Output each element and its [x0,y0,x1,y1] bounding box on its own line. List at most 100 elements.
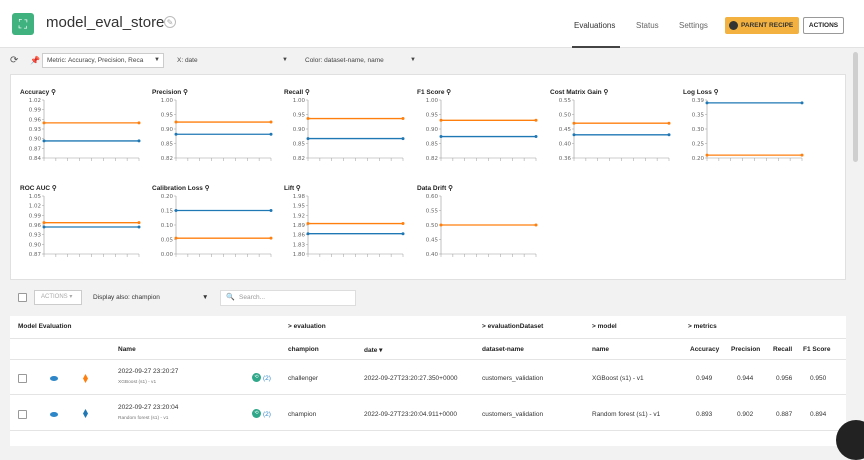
data-point[interactable] [306,222,310,226]
data-point[interactable] [401,117,405,121]
tab-settings[interactable]: Settings [679,21,708,30]
data-point[interactable] [269,209,273,212]
data-point[interactable] [174,132,178,136]
data-point[interactable] [42,121,46,125]
scrollbar-track[interactable] [849,48,864,446]
y-tick-label: 1.95 [293,204,306,210]
data-point[interactable] [306,137,310,141]
parent-recipe-button[interactable]: PARENT RECIPE [725,17,799,34]
tab-evaluations[interactable]: Evaluations [574,21,616,30]
data-point[interactable] [42,221,46,225]
scrollbar-thumb[interactable] [853,52,858,162]
data-point[interactable] [174,209,178,212]
group-header-model[interactable]: > model [592,323,617,330]
row-checkbox[interactable] [18,410,27,419]
data-point[interactable] [42,225,46,229]
dataset-logo-icon: ⛶ [12,13,34,35]
pin-icon[interactable]: ⚲ [603,89,609,96]
metric-chart: 1.00 0.95 0.90 0.85 0.82 [293,98,405,162]
x-axis-select[interactable]: X: date ▼ [172,53,292,68]
column-header-f1-score[interactable]: F1 Score [803,346,831,353]
actions-button[interactable]: ACTIONS [803,17,844,34]
y-tick-label: 0.40 [426,252,439,258]
row-checkbox[interactable] [18,374,27,383]
eye-icon[interactable] [50,376,58,381]
column-header-dataset-name[interactable]: dataset-name [482,346,524,353]
pin-icon[interactable]: ⚲ [448,185,453,192]
data-point[interactable] [401,232,405,236]
data-point[interactable] [800,101,804,105]
data-point[interactable] [137,139,141,143]
row-badge-count[interactable]: (2) [263,411,271,418]
pin-icon[interactable]: ⚲ [51,185,57,192]
data-point[interactable] [174,120,178,124]
pin-icon[interactable]: ⚲ [446,89,452,96]
data-point[interactable] [42,139,46,143]
group-header-metrics[interactable]: > metrics [688,323,717,330]
data-point[interactable] [137,121,141,125]
data-point[interactable] [137,225,141,229]
group-header-evaluation[interactable]: > evaluation [288,323,326,330]
data-point[interactable] [269,236,273,240]
column-header-date[interactable]: date ▾ [364,347,383,354]
data-point[interactable] [800,153,804,157]
data-point[interactable] [269,120,273,124]
pin-icon[interactable]: 📌 [30,56,40,65]
data-point[interactable] [572,121,576,125]
row-name[interactable]: 2022-09-27 23:20:27 [118,368,179,375]
diamond-icon [83,374,88,383]
refresh-icon[interactable]: ⟳ [10,55,19,66]
select-all-checkbox[interactable] [18,293,27,302]
data-point[interactable] [667,121,671,125]
column-header-recall[interactable]: Recall [773,346,793,353]
group-header-evaluation-dataset[interactable]: > evaluationDataset [482,323,544,330]
data-point[interactable] [401,222,405,226]
data-point[interactable] [306,232,310,236]
metric-chart: 1.02 0.99 0.96 0.93 0.90 0.87 0.84 [29,98,141,162]
help-widget[interactable] [836,420,864,460]
pin-icon[interactable]: ⚲ [713,89,719,96]
row-name[interactable]: 2022-09-27 23:20:04 [118,404,179,411]
data-point[interactable] [174,236,178,240]
data-point[interactable] [269,132,273,136]
data-point[interactable] [306,117,310,121]
column-header-model-name[interactable]: name [592,346,609,353]
pin-icon[interactable]: ⚲ [295,185,301,192]
data-point[interactable] [705,153,709,157]
data-point[interactable] [401,137,405,141]
data-point[interactable] [667,133,671,137]
data-point[interactable] [439,135,443,139]
color-select-value: Color: dataset-name, name [305,57,384,64]
pin-icon[interactable]: ⚲ [183,89,188,96]
link-icon[interactable]: ⟲ [252,409,261,418]
active-tab-indicator [572,46,620,48]
data-point[interactable] [534,118,538,122]
tab-status[interactable]: Status [636,21,659,30]
pin-icon[interactable]: ⚲ [204,185,210,192]
metric-select[interactable]: Metric: Accuracy, Precision, Reca ▼ [42,53,164,68]
search-input[interactable]: 🔍 Search... [220,290,356,306]
data-point[interactable] [705,101,709,105]
display-also-select[interactable]: ▼ [158,290,213,305]
x-axis-select-value: X: date [177,57,198,64]
column-header-accuracy[interactable]: Accuracy [690,346,720,353]
bulk-actions-button[interactable]: ACTIONS ▾ [34,290,82,305]
y-tick-label: 1.86 [293,233,306,239]
column-header-champion[interactable]: champion [288,346,319,353]
column-header-precision[interactable]: Precision [731,346,761,353]
color-select[interactable]: Color: dataset-name, name ▼ [300,53,420,68]
eye-icon[interactable] [50,412,58,417]
data-point[interactable] [439,118,443,122]
link-icon[interactable]: ⟲ [252,373,261,382]
row-badge-count[interactable]: (2) [263,375,271,382]
data-point[interactable] [534,135,538,139]
edit-icon[interactable]: ✎ [164,16,176,28]
pin-icon[interactable]: ⚲ [304,89,310,96]
pin-icon[interactable]: ⚲ [51,89,56,96]
data-point[interactable] [534,223,538,227]
data-point[interactable] [572,133,576,137]
y-tick-label: 0.20 [161,194,174,200]
data-point[interactable] [439,223,443,227]
data-point[interactable] [137,221,141,225]
column-header-name[interactable]: Name [118,346,136,353]
